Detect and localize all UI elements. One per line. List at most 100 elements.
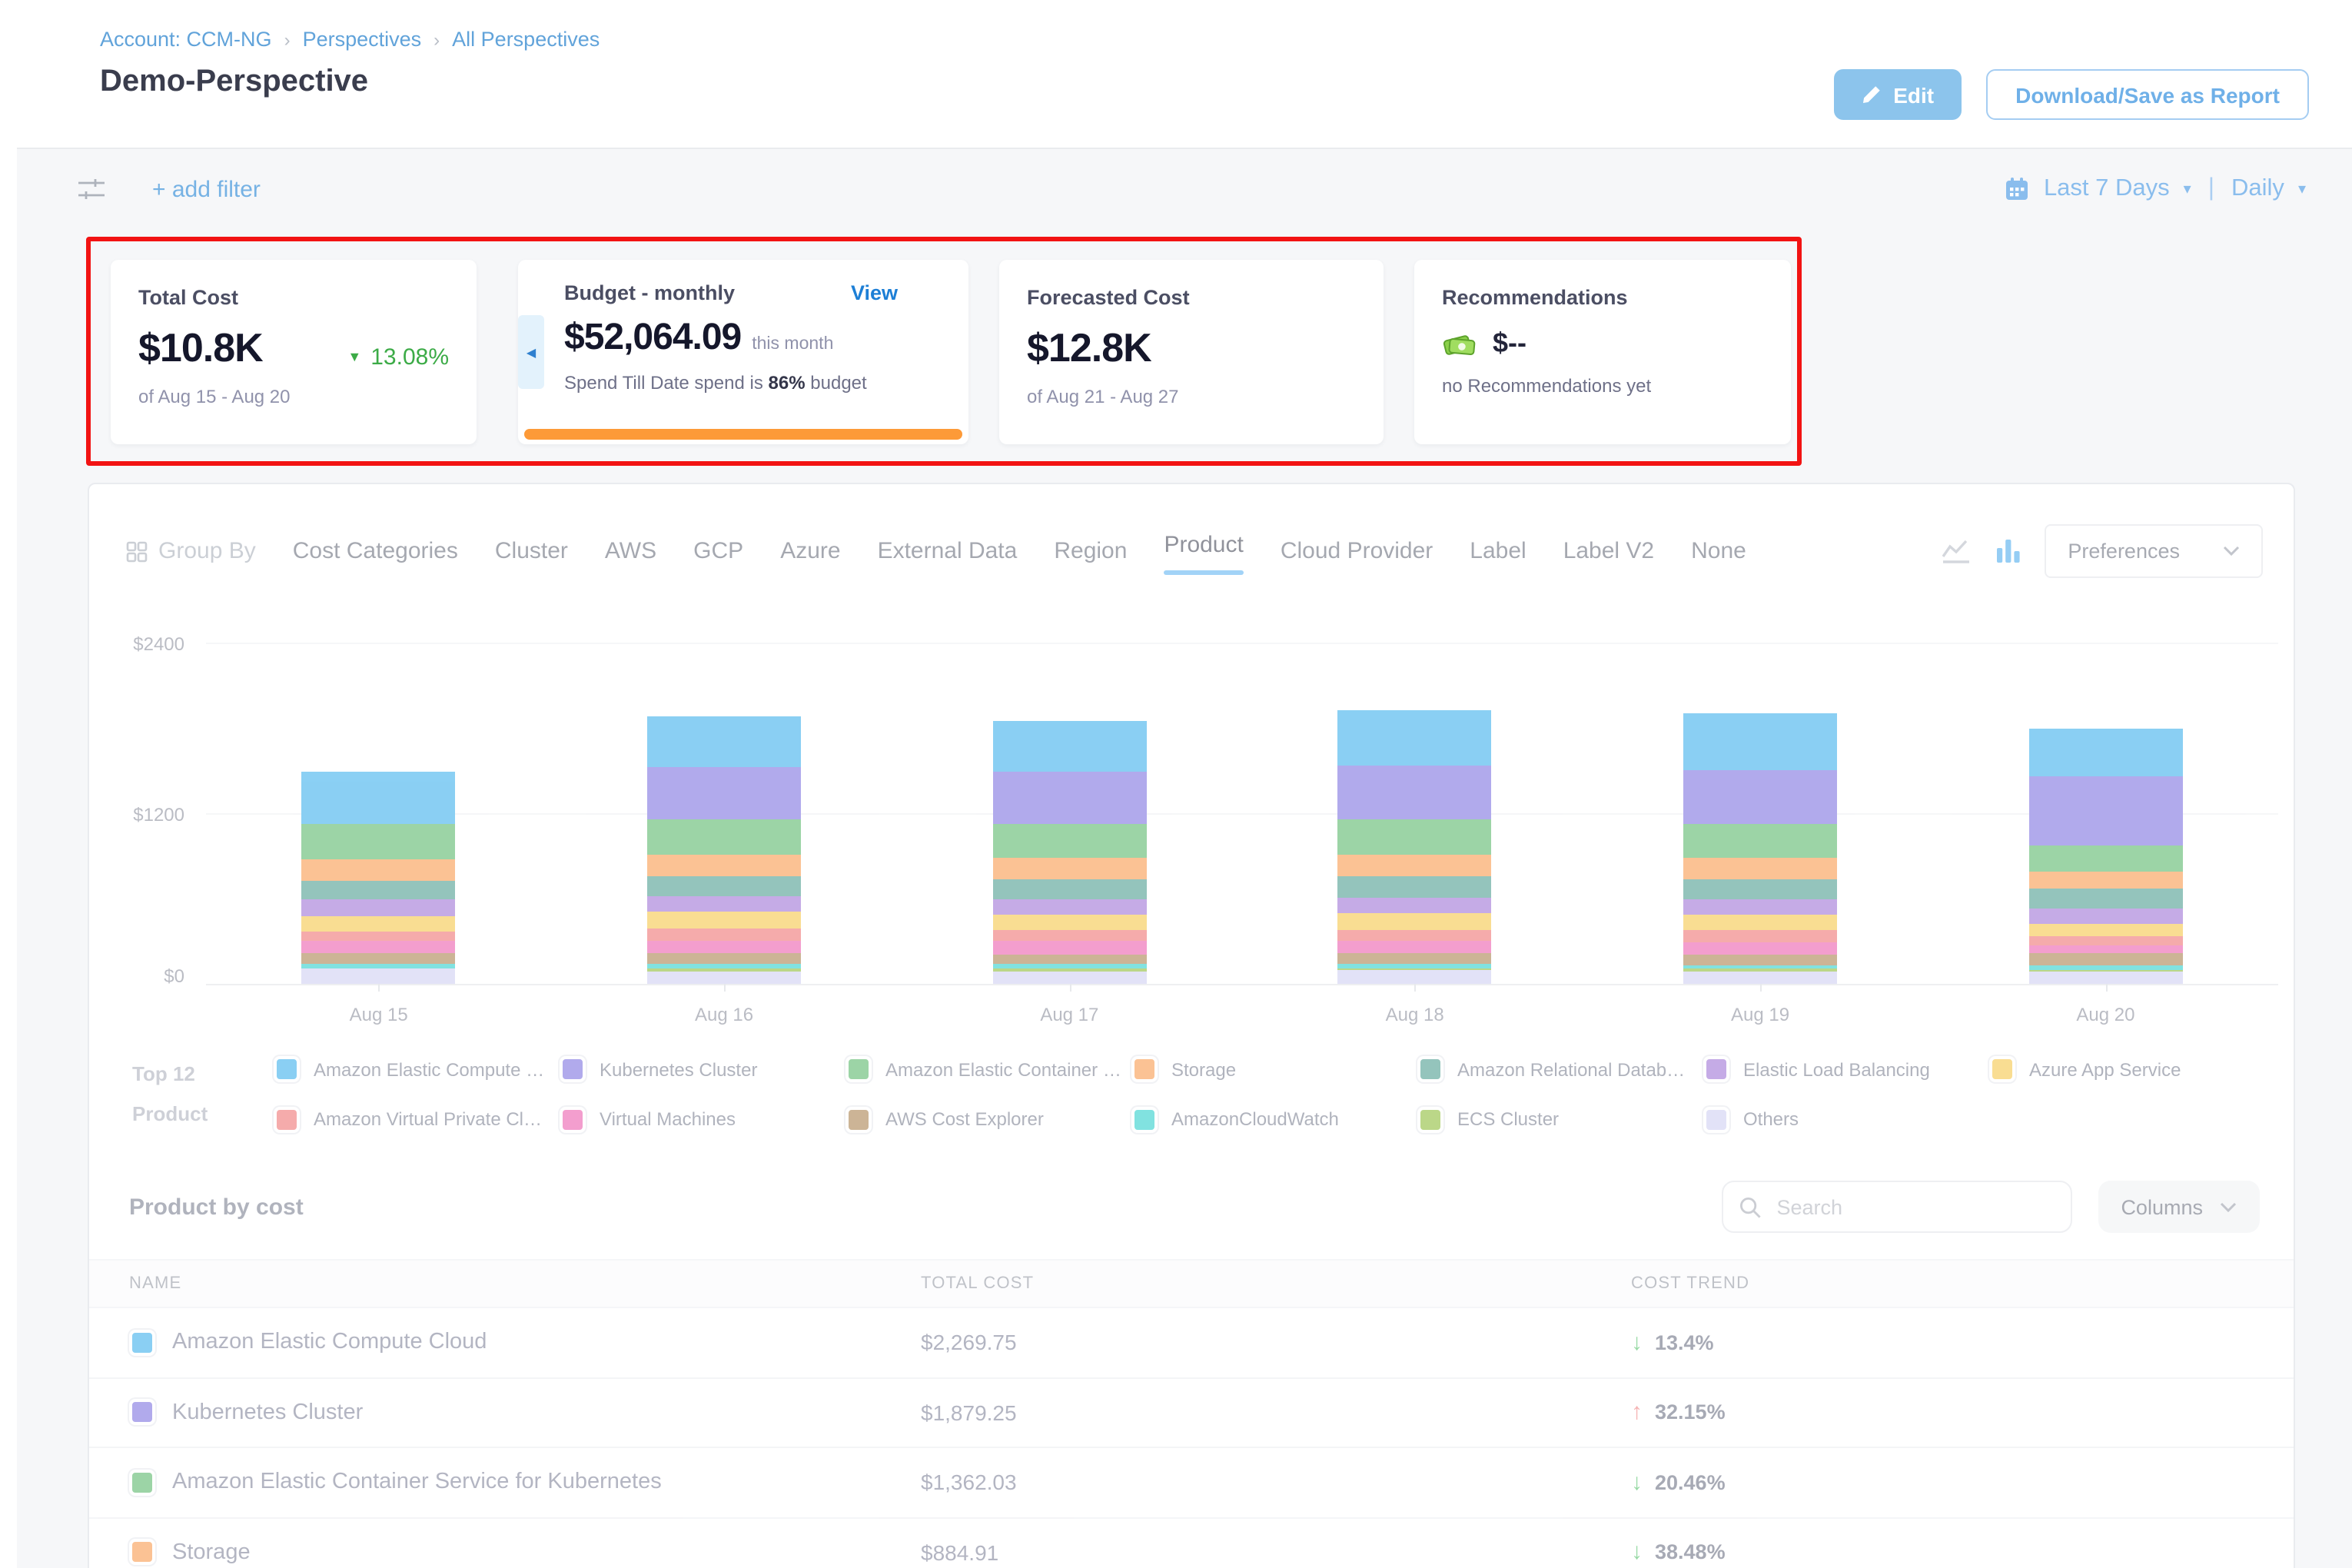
groupby-tab-label-v2[interactable]: Label V2 <box>1563 538 1655 564</box>
groupby-tab-cloud-provider[interactable]: Cloud Provider <box>1280 538 1433 564</box>
table-row[interactable]: Amazon Elastic Container Service for Kub… <box>89 1448 2294 1518</box>
legend-item[interactable]: Amazon Elastic Compute Clo... <box>274 1056 550 1083</box>
bar-segment[interactable] <box>647 972 801 984</box>
groupby-tab-gcp[interactable]: GCP <box>693 538 744 564</box>
bar-segment[interactable] <box>647 854 801 877</box>
bar-segment[interactable] <box>647 940 801 954</box>
bar-segment[interactable] <box>1683 930 1838 942</box>
table-row[interactable]: Kubernetes Cluster $1,879.25 ↑ 32.15% <box>89 1378 2294 1448</box>
bar-segment[interactable] <box>2028 924 2183 936</box>
bar-segment[interactable] <box>992 879 1147 900</box>
bar-segment[interactable] <box>992 964 1147 968</box>
bar-segment[interactable] <box>1683 858 1838 879</box>
groupby-tab-none[interactable]: None <box>1691 538 1746 564</box>
bar-segment[interactable] <box>2028 945 2183 954</box>
bar-segment[interactable] <box>647 911 801 929</box>
filter-sliders-icon[interactable] <box>77 178 106 201</box>
bar-segment[interactable] <box>647 716 801 768</box>
bar-segment[interactable] <box>1337 929 1492 942</box>
bar-chart-icon[interactable] <box>1995 538 2021 564</box>
legend-item[interactable]: ECS Cluster <box>1417 1106 1694 1133</box>
bar-segment[interactable] <box>992 721 1147 772</box>
bar-segment[interactable] <box>1337 953 1492 965</box>
bar-segment[interactable] <box>647 876 801 897</box>
bar-segment[interactable] <box>1337 855 1492 877</box>
bar-segment[interactable] <box>992 971 1147 984</box>
bar-segment[interactable] <box>647 963 801 968</box>
stacked-bar-aug-20[interactable] <box>2028 729 2183 984</box>
bar-segment[interactable] <box>2028 872 2183 889</box>
search-input[interactable] <box>1773 1194 2055 1220</box>
bar-segment[interactable] <box>992 968 1147 972</box>
legend-item[interactable]: AWS Cost Explorer <box>845 1106 1122 1133</box>
bar-segment[interactable] <box>2028 935 2183 945</box>
granularity-dropdown[interactable]: Daily <box>2231 175 2284 201</box>
breadcrumb-all-perspectives[interactable]: All Perspectives <box>452 28 600 51</box>
bar-segment[interactable] <box>1683 899 1838 915</box>
stacked-bar-aug-16[interactable] <box>647 716 801 984</box>
legend-item[interactable]: Azure App Service <box>1989 1056 2266 1083</box>
groupby-tab-aws[interactable]: AWS <box>604 538 657 564</box>
bar-segment[interactable] <box>1683 942 1838 955</box>
download-save-report-button[interactable]: Download/Save as Report <box>1986 69 2309 120</box>
columns-dropdown[interactable]: Columns <box>2098 1181 2260 1233</box>
bar-segment[interactable] <box>2028 908 2183 925</box>
bar-segment[interactable] <box>1337 710 1492 766</box>
bar-segment[interactable] <box>1683 770 1838 824</box>
date-range-dropdown[interactable]: Last 7 Days <box>2043 175 2170 201</box>
collapse-arrow-button[interactable]: ◀ <box>518 315 544 389</box>
bar-segment[interactable] <box>2028 972 2183 984</box>
stacked-bar-aug-17[interactable] <box>992 721 1147 984</box>
bar-segment[interactable] <box>1683 971 1838 984</box>
stacked-bar-aug-18[interactable] <box>1337 710 1492 984</box>
legend-item[interactable]: Kubernetes Cluster <box>560 1056 836 1083</box>
legend-item[interactable]: Elastic Load Balancing <box>1703 1056 1980 1083</box>
bar-segment[interactable] <box>1337 897 1492 913</box>
stacked-bar-aug-19[interactable] <box>1683 713 1838 984</box>
bar-segment[interactable] <box>992 914 1147 931</box>
edit-button[interactable]: Edit <box>1833 69 1962 120</box>
legend-item[interactable]: Others <box>1703 1106 1980 1133</box>
groupby-tab-azure[interactable]: Azure <box>780 538 841 564</box>
bar-segment[interactable] <box>1683 823 1838 859</box>
bar-segment[interactable] <box>301 968 456 984</box>
groupby-tab-label[interactable]: Label <box>1470 538 1526 564</box>
bar-segment[interactable] <box>647 953 801 964</box>
bar-segment[interactable] <box>301 953 456 965</box>
bar-segment[interactable] <box>301 941 456 954</box>
bar-segment[interactable] <box>1337 819 1492 855</box>
bar-segment[interactable] <box>992 824 1147 859</box>
add-filter-button[interactable]: + add filter <box>152 176 261 202</box>
bar-segment[interactable] <box>301 964 456 969</box>
legend-item[interactable]: Amazon Virtual Private Cloud <box>274 1106 550 1133</box>
table-row[interactable]: Amazon Elastic Compute Cloud $2,269.75 ↓ 13… <box>89 1308 2294 1378</box>
bar-segment[interactable] <box>647 819 801 855</box>
groupby-tab-external-data[interactable]: External Data <box>877 538 1018 564</box>
bar-segment[interactable] <box>301 899 456 916</box>
bar-segment[interactable] <box>992 858 1147 880</box>
table-row[interactable]: Storage $884.91 ↓ 38.48% <box>89 1518 2294 1568</box>
legend-item[interactable]: Virtual Machines <box>560 1106 836 1133</box>
bar-segment[interactable] <box>647 896 801 912</box>
bar-segment[interactable] <box>1337 964 1492 968</box>
bar-segment[interactable] <box>301 915 456 932</box>
bar-segment[interactable] <box>647 968 801 972</box>
budget-view-link[interactable]: View <box>850 281 898 304</box>
legend-item[interactable]: Amazon Elastic Container Se... <box>845 1056 1122 1083</box>
bar-segment[interactable] <box>2028 845 2183 872</box>
bar-segment[interactable] <box>301 931 456 942</box>
bar-segment[interactable] <box>301 880 456 900</box>
bar-segment[interactable] <box>2028 953 2183 966</box>
bar-segment[interactable] <box>2028 729 2183 776</box>
bar-segment[interactable] <box>647 767 801 820</box>
bar-segment[interactable] <box>1683 713 1838 771</box>
groupby-tab-region[interactable]: Region <box>1054 538 1128 564</box>
bar-segment[interactable] <box>992 954 1147 965</box>
bar-segment[interactable] <box>301 772 456 824</box>
bar-segment[interactable] <box>1683 965 1838 968</box>
bar-segment[interactable] <box>992 930 1147 942</box>
bar-segment[interactable] <box>2028 889 2183 908</box>
bar-segment[interactable] <box>2028 965 2183 970</box>
bar-segment[interactable] <box>1337 766 1492 820</box>
bar-segment[interactable] <box>1337 876 1492 898</box>
